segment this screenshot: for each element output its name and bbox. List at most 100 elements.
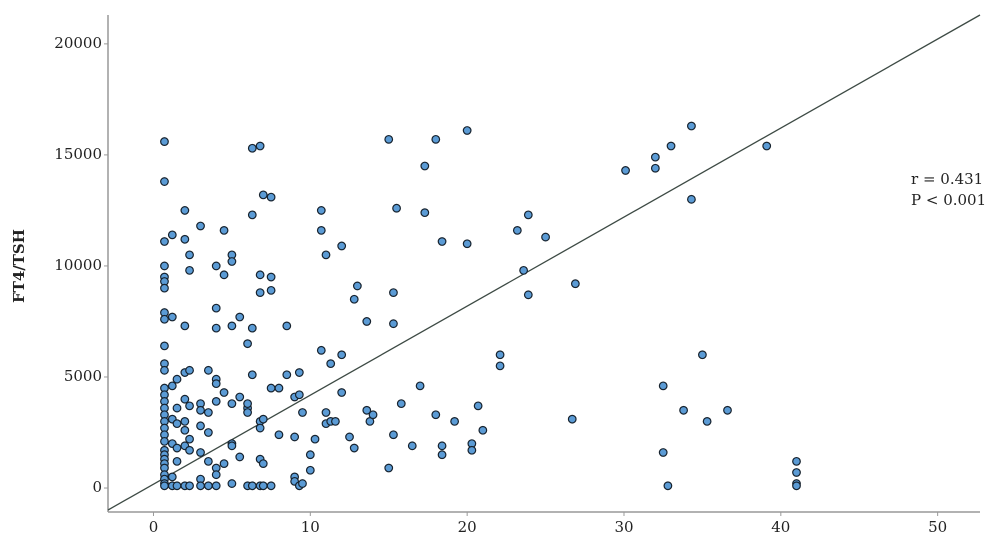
point (247, 323, 257, 333)
point (274, 383, 284, 393)
point (687, 121, 696, 131)
point (389, 430, 398, 440)
point (219, 226, 229, 235)
point (180, 206, 190, 215)
point (437, 441, 447, 451)
point (160, 436, 169, 446)
point (180, 321, 190, 331)
point (211, 470, 221, 480)
point (702, 416, 712, 426)
point (467, 445, 477, 455)
point (282, 370, 292, 380)
point (462, 239, 472, 249)
y-tick-label: 0 (92, 478, 102, 496)
point (227, 441, 237, 451)
point (172, 443, 182, 453)
point (185, 445, 194, 455)
point (368, 410, 378, 420)
point (431, 410, 441, 420)
point (185, 265, 194, 275)
point (167, 230, 177, 240)
point (495, 350, 505, 360)
point (160, 365, 169, 375)
point (294, 368, 304, 377)
point (396, 399, 406, 409)
point (326, 359, 336, 369)
point (519, 265, 529, 275)
point (621, 166, 630, 175)
point (512, 226, 522, 235)
point (415, 381, 425, 391)
point (167, 381, 177, 391)
point (345, 432, 354, 442)
x-tick-label: 10 (301, 518, 320, 536)
point (255, 288, 265, 297)
point (160, 314, 169, 324)
point (321, 408, 331, 417)
point (384, 134, 394, 144)
point (266, 383, 276, 393)
point (266, 192, 276, 202)
point (431, 134, 441, 144)
point (172, 403, 182, 413)
point (362, 317, 372, 326)
point (384, 463, 394, 473)
point (185, 365, 194, 375)
point (203, 408, 213, 417)
point (473, 401, 483, 411)
point (172, 456, 182, 466)
point (185, 434, 194, 444)
point (650, 152, 660, 162)
point (258, 190, 268, 200)
point (227, 321, 237, 331)
fit-line (107, 14, 981, 511)
point (185, 481, 194, 491)
point (247, 481, 257, 491)
annotation: r = 0.431 (911, 170, 983, 188)
point (658, 448, 668, 457)
point (495, 361, 505, 371)
point (172, 374, 182, 384)
point (211, 323, 221, 333)
point (227, 257, 237, 266)
point (723, 405, 732, 415)
point (337, 241, 347, 251)
point (211, 397, 221, 406)
point (349, 294, 359, 304)
point (321, 250, 331, 260)
point (687, 194, 696, 204)
point (203, 456, 213, 466)
point (310, 434, 320, 444)
point (255, 141, 265, 151)
point (305, 465, 315, 475)
point (407, 441, 417, 451)
point (258, 459, 268, 468)
point (203, 428, 213, 437)
point (160, 261, 169, 271)
point (337, 350, 347, 360)
point (266, 272, 276, 282)
point (523, 210, 533, 220)
point (247, 143, 257, 153)
point (679, 405, 688, 415)
point (172, 419, 182, 429)
point (349, 443, 359, 453)
y-tick-label: 20000 (54, 34, 102, 52)
point (219, 270, 229, 280)
point (792, 456, 801, 466)
point (247, 210, 257, 220)
point (437, 237, 447, 246)
point (196, 405, 205, 415)
point (392, 203, 401, 213)
point (420, 208, 430, 218)
point (160, 481, 169, 491)
point (298, 479, 307, 488)
point (570, 279, 580, 289)
point (243, 408, 252, 417)
point (663, 481, 673, 491)
point (541, 232, 550, 242)
point (352, 281, 362, 291)
point (450, 416, 460, 426)
point (316, 226, 326, 235)
